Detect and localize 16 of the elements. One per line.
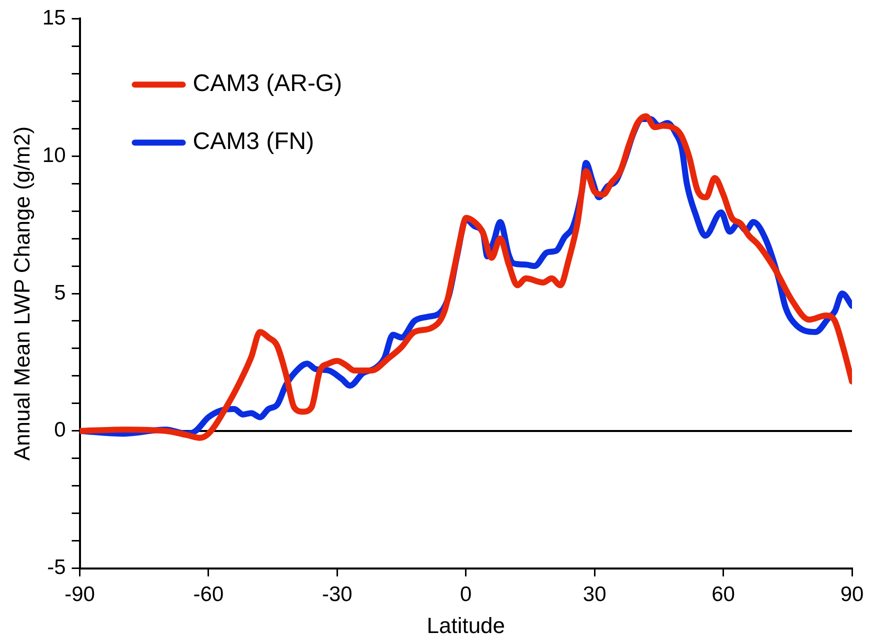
x-tick-label: 90: [840, 582, 864, 606]
x-tick-label: 0: [460, 582, 472, 606]
y-axis-title: Annual Mean LWP Change (g/m2): [9, 126, 34, 461]
x-tick-label: -90: [64, 582, 95, 606]
x-tick-label: 60: [712, 582, 735, 606]
y-tick-label: -5: [47, 556, 66, 580]
y-tick-label: 15: [42, 6, 66, 30]
x-tick-label: 30: [582, 582, 606, 606]
x-tick-label: -30: [322, 582, 352, 606]
y-tick-label: 0: [54, 418, 66, 442]
legend-label: CAM3 (AR-G): [192, 70, 342, 98]
y-tick-label: 5: [54, 281, 66, 304]
y-tick-label: 10: [42, 144, 66, 167]
x-tick-label: -60: [193, 582, 224, 606]
x-axis-title: Latitude: [426, 612, 506, 638]
legend-label: CAM3 (FN): [192, 128, 314, 156]
